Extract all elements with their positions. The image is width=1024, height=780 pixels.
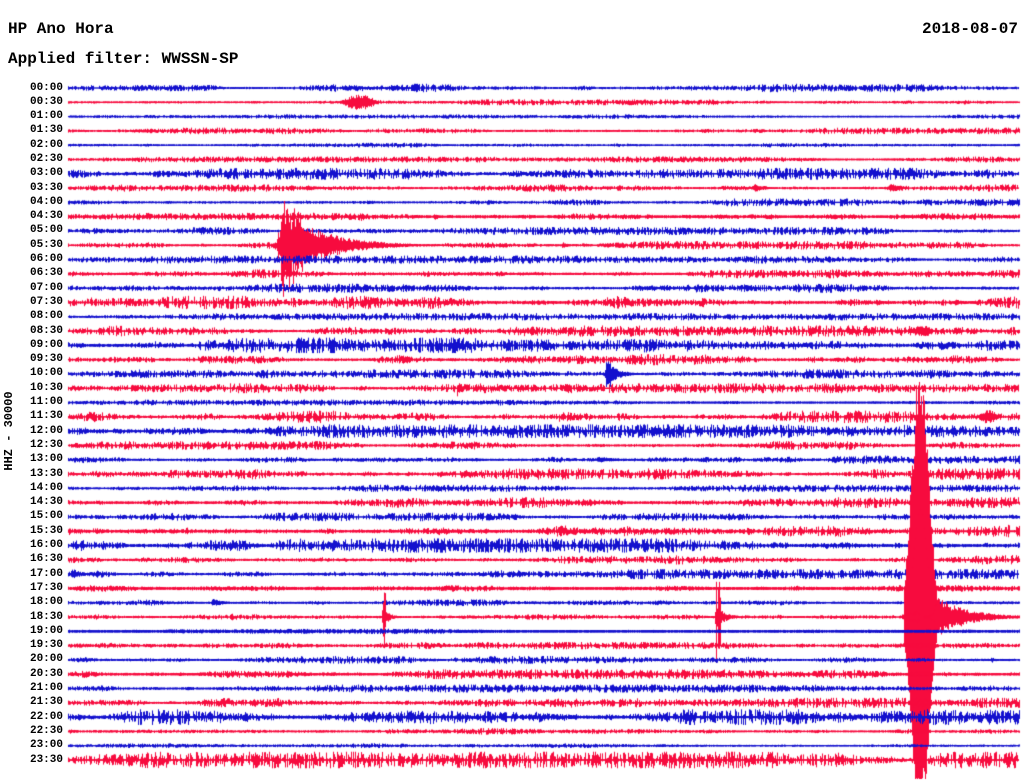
- time-label-21:00: 21:00: [29, 682, 63, 695]
- time-label-15:30: 15:30: [29, 524, 63, 537]
- time-label-22:00: 22:00: [29, 710, 63, 723]
- time-label-20:30: 20:30: [29, 667, 63, 680]
- time-label-09:30: 09:30: [29, 353, 63, 366]
- time-label-13:00: 13:00: [29, 453, 63, 466]
- time-label-23:30: 23:30: [29, 753, 63, 766]
- time-label-17:30: 17:30: [29, 581, 63, 594]
- time-label-17:00: 17:00: [29, 567, 63, 580]
- time-label-09:00: 09:00: [29, 338, 63, 351]
- time-label-10:00: 10:00: [29, 367, 63, 380]
- time-label-19:00: 19:00: [29, 624, 63, 637]
- time-label-03:00: 03:00: [29, 167, 63, 180]
- time-label-11:30: 11:30: [29, 410, 63, 423]
- time-label-04:30: 04:30: [29, 210, 63, 223]
- time-label-16:00: 16:00: [29, 539, 63, 552]
- time-label-07:30: 07:30: [29, 295, 63, 308]
- applied-filter-label: Applied filter: WWSSN-SP: [8, 50, 239, 68]
- time-label-10:30: 10:30: [29, 381, 63, 394]
- time-label-03:30: 03:30: [29, 181, 63, 194]
- time-label-12:00: 12:00: [29, 424, 63, 437]
- record-date: 2018-08-07: [921, 20, 1018, 38]
- time-label-18:00: 18:00: [29, 596, 63, 609]
- time-label-08:00: 08:00: [29, 310, 63, 323]
- time-label-05:00: 05:00: [29, 224, 63, 237]
- time-label-19:30: 19:30: [29, 639, 63, 652]
- time-label-00:30: 00:30: [29, 95, 63, 108]
- time-label-00:00: 00:00: [29, 81, 63, 94]
- time-label-07:00: 07:00: [29, 281, 63, 294]
- time-label-05:30: 05:30: [29, 238, 63, 251]
- time-label-01:30: 01:30: [29, 124, 63, 137]
- time-label-21:30: 21:30: [29, 696, 63, 709]
- time-label-11:00: 11:00: [29, 396, 63, 409]
- time-label-08:30: 08:30: [29, 324, 63, 337]
- time-label-14:30: 14:30: [29, 496, 63, 509]
- time-label-22:30: 22:30: [29, 724, 63, 737]
- time-label-20:00: 20:00: [29, 653, 63, 666]
- time-label-01:00: 01:00: [29, 110, 63, 123]
- time-label-13:30: 13:30: [29, 467, 63, 480]
- time-label-16:30: 16:30: [29, 553, 63, 566]
- time-label-06:00: 06:00: [29, 253, 63, 266]
- time-label-04:00: 04:00: [29, 195, 63, 208]
- time-label-23:00: 23:00: [29, 739, 63, 752]
- time-label-15:00: 15:00: [29, 510, 63, 523]
- time-label-14:00: 14:00: [29, 481, 63, 494]
- time-label-02:30: 02:30: [29, 152, 63, 165]
- time-label-06:30: 06:30: [29, 267, 63, 280]
- time-label-02:00: 02:00: [29, 138, 63, 151]
- time-label-18:30: 18:30: [29, 610, 63, 623]
- time-label-12:30: 12:30: [29, 438, 63, 451]
- station-title: HP Ano Hora: [8, 20, 114, 38]
